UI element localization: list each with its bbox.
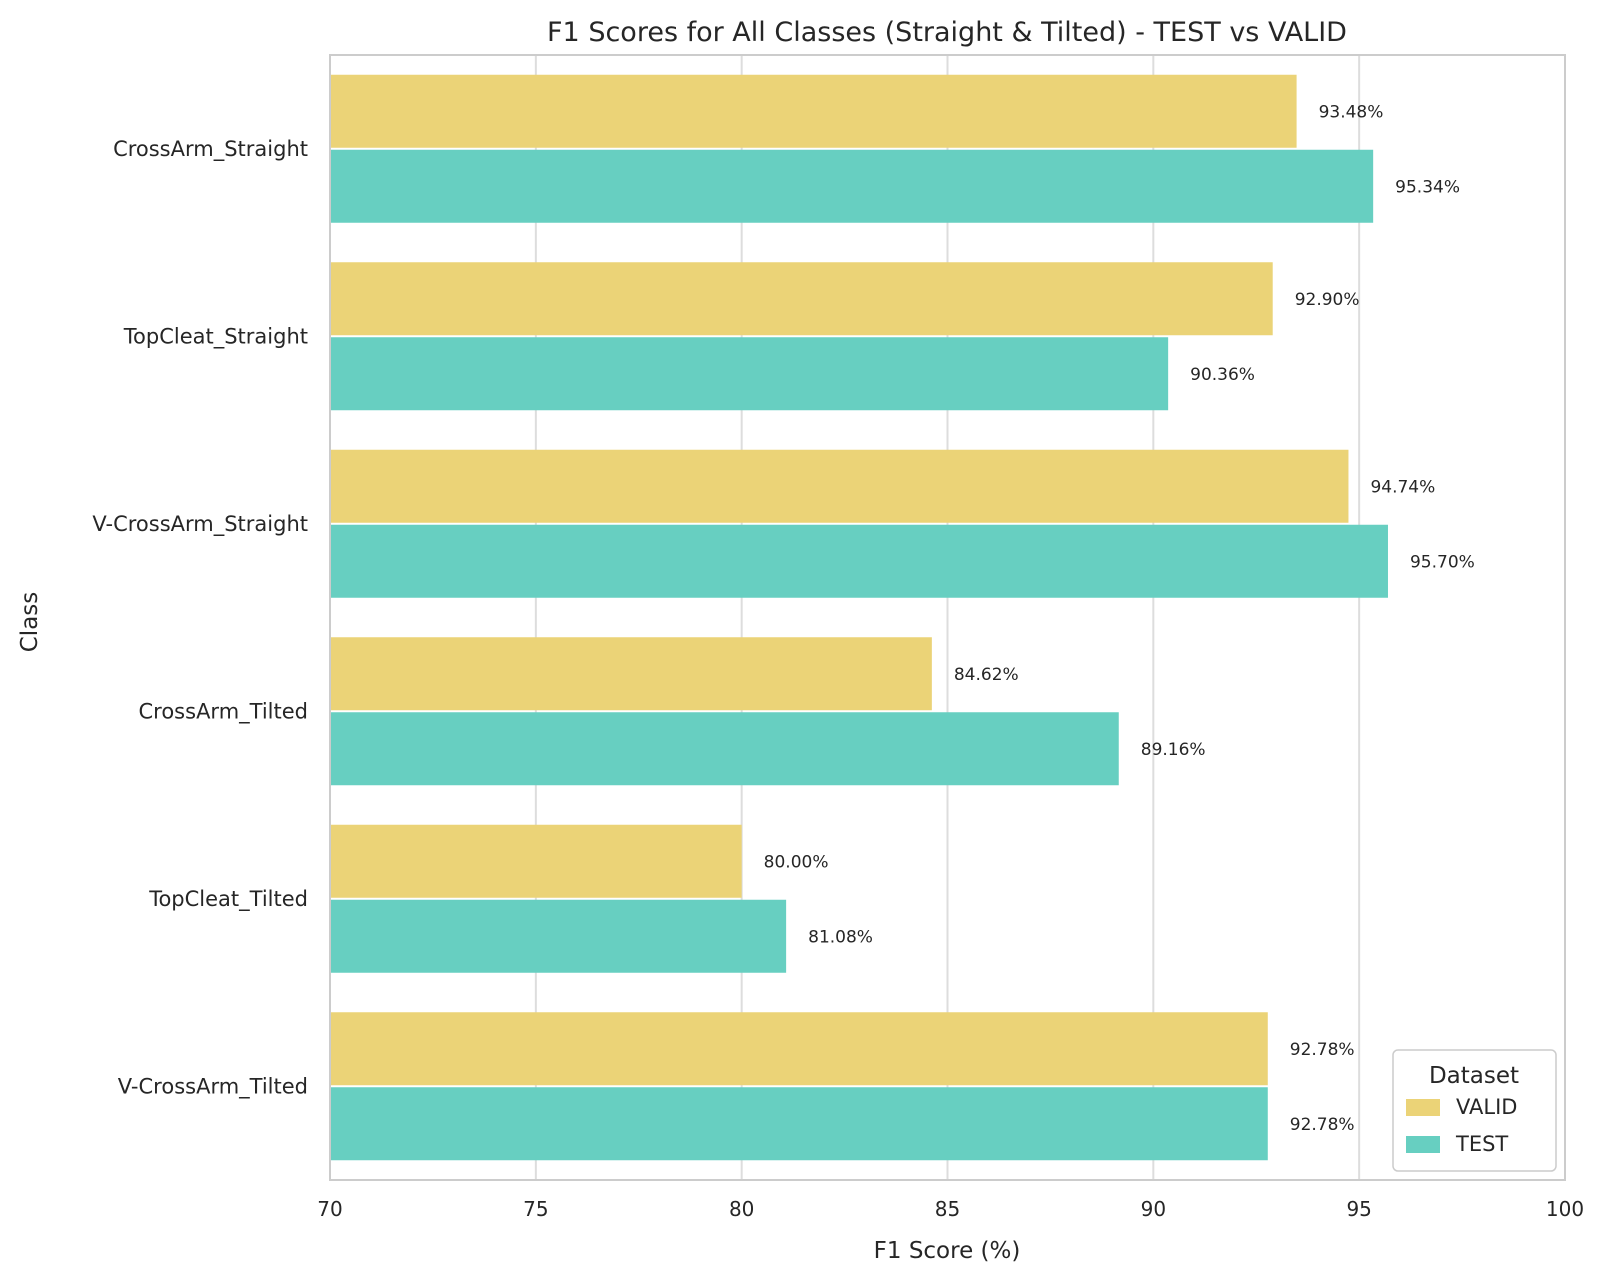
data-label: 90.36% xyxy=(1190,365,1255,385)
x-tick-label: 80 xyxy=(729,1197,754,1221)
y-tick-label: V-CrossArm_Straight xyxy=(92,512,308,537)
x-tick-label: 75 xyxy=(523,1197,548,1221)
data-label: 94.74% xyxy=(1370,477,1435,497)
bar-valid xyxy=(330,74,1297,148)
chart-title: F1 Scores for All Classes (Straight & Ti… xyxy=(547,17,1347,48)
legend-swatch-valid xyxy=(1406,1099,1440,1116)
y-axis-label: Class xyxy=(17,592,43,653)
x-tick-label: 70 xyxy=(317,1197,342,1221)
x-tick-label: 85 xyxy=(935,1197,960,1221)
y-tick-label: TopCleat_Straight xyxy=(123,324,308,349)
x-axis-label: F1 Score (%) xyxy=(874,1238,1021,1264)
bar-test xyxy=(330,712,1119,786)
legend-items: VALID TEST xyxy=(1406,1095,1517,1156)
x-tick-label: 90 xyxy=(1141,1197,1166,1221)
legend-swatch-test xyxy=(1406,1136,1440,1153)
legend: Dataset VALID TEST xyxy=(1392,1049,1557,1172)
legend-title: Dataset xyxy=(1429,1063,1519,1089)
data-labels: 93.48% 95.34% 92.90% 90.36% 94.74% 95.70% 84.6… xyxy=(764,102,1475,1135)
plot-frame xyxy=(329,54,1566,1181)
bar-valid xyxy=(330,824,742,898)
data-label: 84.62% xyxy=(954,665,1019,685)
x-tick-label: 100 xyxy=(1546,1197,1584,1221)
bar-valid xyxy=(330,449,1349,523)
legend-label-test: TEST xyxy=(1455,1132,1508,1156)
bar-test xyxy=(330,524,1388,598)
data-label: 95.34% xyxy=(1395,177,1460,197)
y-tick-label: CrossArm_Straight xyxy=(113,137,308,162)
legend-label-valid: VALID xyxy=(1456,1095,1517,1119)
data-label: 92.90% xyxy=(1295,290,1360,310)
bar-valid xyxy=(330,1012,1268,1086)
x-ticks: 70 75 80 85 90 95 100 xyxy=(317,1197,1584,1221)
bar-valid xyxy=(330,262,1273,336)
data-label: 81.08% xyxy=(808,927,873,947)
data-label: 80.00% xyxy=(764,852,829,872)
bar-test xyxy=(330,1087,1268,1161)
y-category-labels: CrossArm_Straight TopCleat_Straight V-Cros… xyxy=(92,137,308,1100)
bar-test xyxy=(330,899,787,973)
data-label: 89.16% xyxy=(1141,740,1206,760)
data-label: 92.78% xyxy=(1290,1115,1355,1135)
bar-test xyxy=(330,149,1374,223)
bar-test xyxy=(330,337,1169,411)
x-tick-label: 95 xyxy=(1346,1197,1371,1221)
data-label: 93.48% xyxy=(1319,102,1384,122)
data-label: 92.78% xyxy=(1290,1040,1355,1060)
y-tick-label: TopCleat_Tilted xyxy=(148,887,308,912)
y-tick-label: CrossArm_Tilted xyxy=(139,699,309,724)
data-label: 95.70% xyxy=(1410,552,1475,572)
bar-valid xyxy=(330,637,932,711)
bars xyxy=(330,74,1388,1161)
y-tick-label: V-CrossArm_Tilted xyxy=(118,1074,308,1099)
